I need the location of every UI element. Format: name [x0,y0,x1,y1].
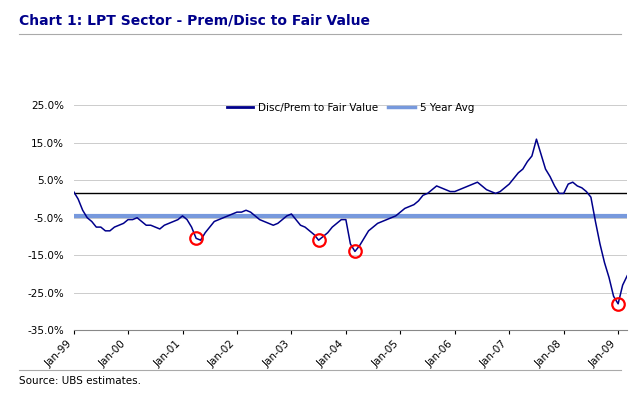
Text: Chart 1: LPT Sector - Prem/Disc to Fair Value: Chart 1: LPT Sector - Prem/Disc to Fair … [19,14,370,28]
Text: Source: UBS estimates.: Source: UBS estimates. [19,376,141,386]
Legend: Disc/Prem to Fair Value, 5 Year Avg: Disc/Prem to Fair Value, 5 Year Avg [223,98,478,117]
